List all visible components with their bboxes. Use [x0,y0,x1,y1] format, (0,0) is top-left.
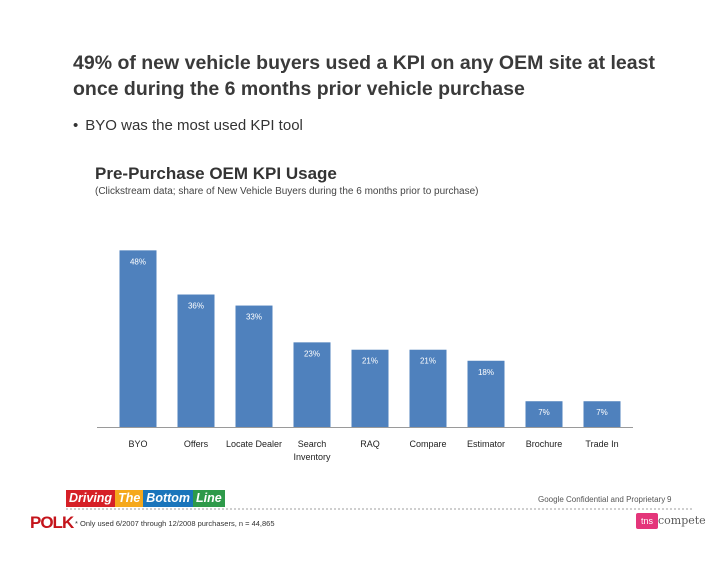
footer-divider [66,508,694,510]
bar-8 [583,401,621,427]
logo-segment-driving: Driving [66,490,116,507]
data-label-8: 7% [596,408,608,417]
x-tick-label-3-1: Inventory [293,452,331,462]
x-tick-label-4-0: RAQ [360,439,380,449]
bar-6 [467,360,505,427]
chart-subtitle: (Clickstream data; share of New Vehicle … [95,186,479,197]
page-title: 49% of new vehicle buyers used a KPI on … [73,52,655,100]
data-label-5: 21% [420,357,436,366]
x-tick-label-7-0: Brochure [526,439,563,449]
x-tick-label-6-0: Estimator [467,439,505,449]
logo-segment-the: The [115,490,144,507]
data-label-7: 7% [538,408,550,417]
logo-segment-bottom: Bottom [143,490,194,507]
polk-logo: POLK [30,513,74,532]
bullet-point: • BYO was the most used KPI tool [73,117,303,134]
tns-compete-logo: tns compete [636,513,708,529]
x-tick-label-8-0: Trade In [585,439,618,449]
tns-logo-text: tns [636,513,658,529]
bar-0 [119,250,157,427]
x-tick-label-1-0: Offers [184,439,209,449]
data-label-4: 21% [362,357,378,366]
bar-3 [293,342,331,427]
x-tick-label-5-0: Compare [409,439,446,449]
bullet-text: BYO was the most used KPI tool [85,117,303,134]
bar-5 [409,349,447,427]
x-tick-label-2-0: Locate Dealer [226,439,282,449]
footnote: * Only used 6/2007 through 12/2008 purch… [75,519,275,528]
page-number: 9 [667,495,672,504]
chart-title: Pre-Purchase OEM KPI Usage [95,164,337,183]
data-label-3: 23% [304,349,320,358]
bar-7 [525,401,563,427]
bullet-marker: • [73,117,79,134]
x-tick-label-0-0: BYO [128,439,147,449]
bar-2 [235,305,273,427]
data-label-1: 36% [188,302,204,311]
compete-logo-text: compete [658,514,706,527]
confidential-notice: Google Confidential and Proprietary [538,495,666,504]
data-label-2: 33% [246,313,262,322]
data-label-6: 18% [478,368,494,377]
bar-4 [351,349,389,427]
bar-1 [177,294,215,427]
driving-the-bottom-line-logo: Driving The Bottom Line [66,490,225,507]
data-label-0: 48% [130,257,146,266]
logo-segment-line: Line [193,490,225,507]
x-tick-label-3-0: Search [298,439,327,449]
